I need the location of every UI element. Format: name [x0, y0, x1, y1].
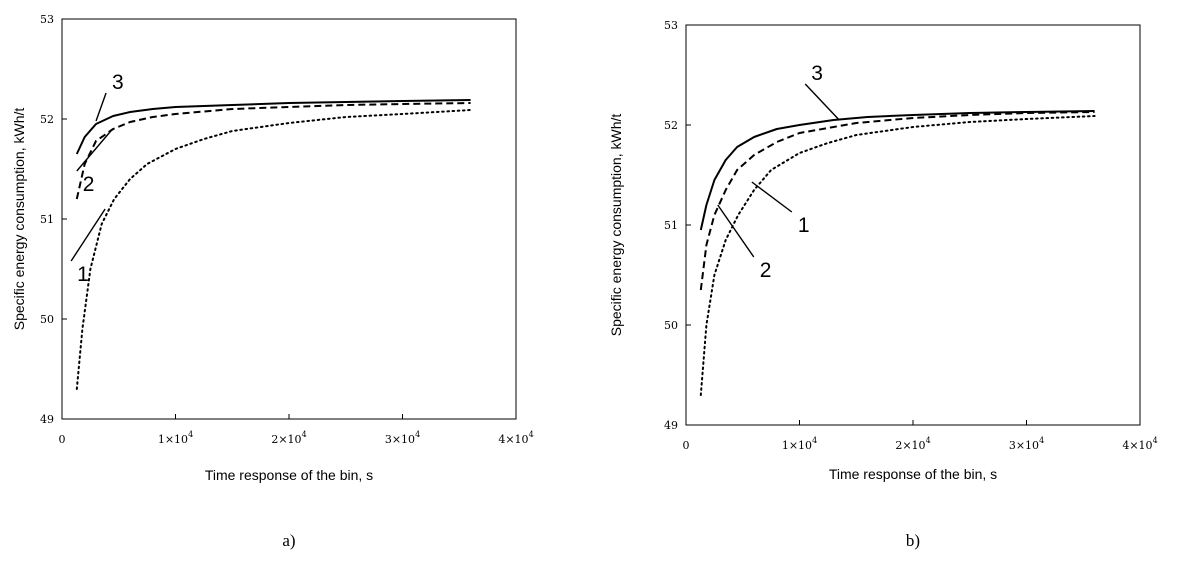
curve-label-a-2: 2: [83, 173, 95, 196]
x-tick-exponent-b-3: 4: [1039, 436, 1044, 445]
y-tick-label-b-2: 51: [664, 219, 678, 232]
series-line-b-1: [699, 115, 1096, 396]
x-tick-exponent-a-1: 4: [188, 430, 193, 439]
leader-line-b-2: [717, 204, 755, 258]
x-tick-label-b-4: 4×104: [1122, 436, 1157, 452]
annotations-group-b: 3 1 2: [717, 62, 840, 282]
leader-line-b-3: [804, 83, 840, 121]
y-tick-label-b-4: 53: [664, 19, 678, 32]
y-tick-label-a-0: 49: [40, 413, 54, 426]
series-group-a: [75, 99, 472, 390]
plot-frame-a: [61, 18, 517, 420]
curve-label-b-2: 2: [760, 259, 772, 282]
curve-label-a-3: 3: [112, 71, 124, 94]
x-axis-label-b: Time response of the bin, s: [829, 466, 997, 482]
y-tick-label-a-3: 52: [40, 113, 54, 126]
x-tick-exponent-b-2: 4: [926, 436, 931, 445]
x-axis-label-a: Time response of the bin, s: [205, 467, 373, 483]
y-axis-label-b: Specific energy consumption, kWh/t: [608, 114, 624, 337]
x-tick-label-b-1: 1×104: [782, 436, 817, 452]
curve-label-b-1: 1: [798, 214, 810, 237]
plot-frame-b: [685, 24, 1141, 426]
x-tick-label-a-0: 0: [59, 433, 66, 446]
x-tick-exponent-a-4: 4: [529, 430, 534, 439]
series-line-a-3: [75, 99, 471, 155]
y-axis-label-a: Specific energy consumption, kWh/t: [11, 108, 27, 331]
y-tick-label-a-4: 53: [40, 13, 54, 26]
leader-line-b-1: [751, 181, 793, 213]
x-tick-label-a-1: 1×104: [158, 430, 193, 446]
y-tick-label-a-2: 51: [40, 213, 54, 226]
x-tick-label-a-4: 4×104: [498, 430, 533, 446]
axis-ticks-a: 0 1×104 2×104 3×104 4×104 49 50 51 52 53: [40, 13, 534, 446]
y-tick-label-b-3: 52: [664, 119, 678, 132]
series-line-a-2: [75, 102, 471, 200]
x-tick-label-b-3: 3×104: [1009, 436, 1044, 452]
chart-panel-a: Specific energy consumption, kWh/t Time …: [11, 13, 534, 550]
y-tick-label-b-0: 49: [664, 419, 678, 432]
x-tick-exponent-a-3: 4: [415, 430, 420, 439]
axis-ticks-b: 0 1×104 2×104 3×104 4×104 49 50 51 52 53: [664, 19, 1158, 452]
y-tick-label-a-1: 50: [40, 313, 54, 326]
x-tick-exponent-b-4: 4: [1153, 436, 1158, 445]
series-line-a-1: [75, 109, 472, 390]
y-tick-label-b-1: 50: [664, 319, 678, 332]
x-tick-label-a-3: 3×104: [385, 430, 420, 446]
leader-line-a-1: [70, 208, 106, 262]
panel-label-a: a): [282, 531, 295, 550]
series-line-b-3: [699, 110, 1095, 231]
leader-line-a-3: [95, 92, 107, 122]
x-tick-exponent-a-2: 4: [302, 430, 307, 439]
annotations-group-a: 3 2 1: [70, 71, 124, 286]
curve-label-b-3: 3: [811, 62, 823, 85]
x-tick-label-b-2: 2×104: [895, 436, 930, 452]
chart-panel-b: Specific energy consumption, kWh/t Time …: [608, 19, 1158, 550]
series-group-b: [699, 110, 1096, 396]
leader-line-a-2: [76, 130, 112, 172]
curve-label-a-1: 1: [77, 263, 89, 286]
x-tick-exponent-b-1: 4: [812, 436, 817, 445]
x-tick-label-a-2: 2×104: [271, 430, 306, 446]
panel-label-b: b): [906, 531, 920, 550]
x-tick-label-b-0: 0: [683, 439, 690, 452]
